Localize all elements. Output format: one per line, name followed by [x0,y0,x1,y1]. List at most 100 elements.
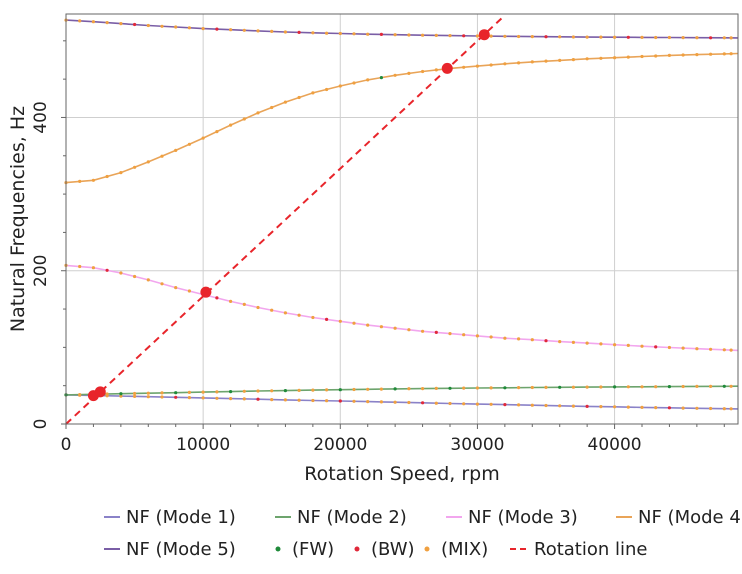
series-marker [530,403,534,407]
series-marker [105,174,109,179]
series-marker [722,384,726,388]
series-marker [681,346,685,350]
series-marker [187,396,191,400]
series-marker [352,399,356,403]
series-marker [283,389,287,393]
series-marker [654,54,658,58]
series-marker [338,388,342,392]
series-marker [613,35,617,39]
series-marker [489,63,493,67]
series-marker [475,64,479,68]
series-marker [709,52,713,56]
series-marker [489,34,493,38]
series-marker [325,388,329,392]
series-marker [558,404,562,408]
series-marker [407,328,411,332]
series-marker [215,296,219,300]
series-marker [571,340,576,344]
plot-frame [65,13,739,425]
series-marker [503,62,507,66]
series-marker [78,179,82,183]
series-marker [201,396,205,400]
series-marker [462,65,466,69]
series-marker [229,390,233,394]
series-marker [366,78,370,82]
series-marker [325,317,329,321]
series-marker [256,389,260,393]
series-marker [229,28,233,32]
series-marker [421,69,425,74]
legend-label: NF (Mode 2) [297,507,407,528]
series-marker [270,29,274,33]
series-marker [722,52,726,56]
series-marker [571,404,576,408]
intersection-point [441,62,453,74]
series-marker [78,393,82,397]
series-marker [201,136,205,140]
series-marker [503,403,507,407]
series-marker [599,56,603,60]
series-marker [503,34,507,38]
series-marker [571,385,576,389]
series-marker [119,271,123,275]
series-marker [160,395,164,399]
series-marker [695,347,699,351]
series-marker [407,400,411,405]
series-marker [297,398,301,402]
series-marker [215,130,219,134]
series-marker [160,154,164,158]
series-marker [91,178,95,182]
series-marker [215,27,219,31]
series-marker [585,57,589,61]
series-marker [311,91,315,95]
series-marker [681,36,685,40]
legend-label: NF (Mode 1) [126,507,236,528]
series-marker [133,394,137,398]
intersection-point [94,386,106,398]
series-marker [421,401,425,405]
series-marker [283,100,287,104]
series-marker [667,53,672,58]
intersection-point [478,29,490,41]
series-marker [640,385,644,389]
series-marker [366,323,370,327]
x-tick-label: 30000 [450,435,504,455]
series-marker [160,391,164,395]
series-marker [654,385,658,389]
series-marker [352,32,356,36]
series-marker [325,399,329,403]
series-marker [215,390,219,394]
rotation-line [65,14,506,425]
series-marker [599,405,603,409]
series-marker [256,397,260,401]
series-marker [695,406,699,410]
series-marker [91,266,95,270]
series-marker [393,400,397,404]
series-marker [160,24,164,28]
series-marker [475,402,479,406]
series-marker [201,27,205,31]
series-marker [297,313,301,317]
series-marker [613,343,617,347]
series-marker [379,32,383,37]
y-tick-label: 0 [31,419,51,430]
series-marker [229,397,233,401]
series-marker [448,34,452,38]
series-marker [434,68,438,72]
series-marker [558,35,562,39]
series-marker [475,386,479,390]
series-marker [544,59,548,63]
series-marker [256,29,260,33]
series-marker [558,58,562,63]
series-marker [462,402,466,406]
series-marker [421,387,425,391]
series-marker [434,330,438,334]
series-marker [133,165,137,169]
series-marker [283,311,287,315]
legend-label: NF (Mode 5) [126,539,236,560]
x-axis-title: Rotation Speed, rpm [304,463,500,485]
series-marker [297,30,301,34]
series-marker [585,35,589,39]
series-marker [283,30,287,34]
